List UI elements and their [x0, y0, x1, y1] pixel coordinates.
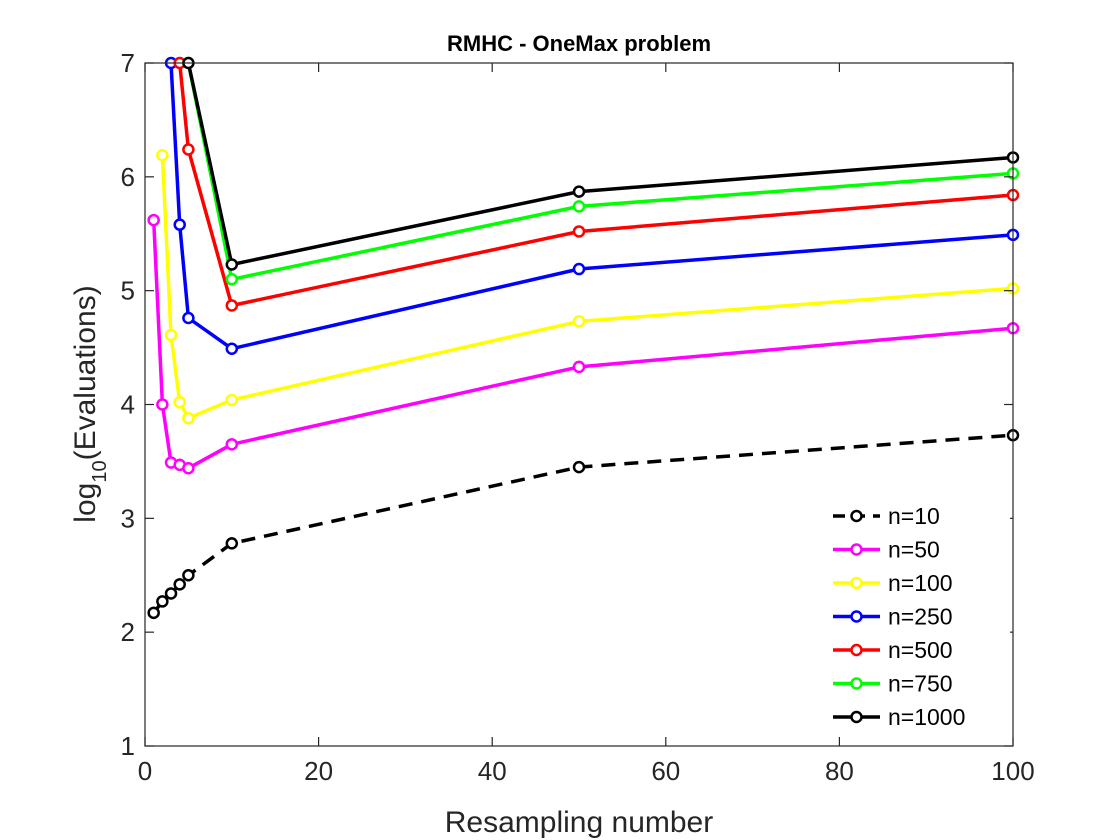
data-point [156, 595, 169, 608]
y-axis-ticks: 1 2 3 4 5 6 7 [121, 48, 1013, 761]
y-axis-label-suffix: (Evaluations) [69, 285, 102, 460]
x-tick-label: 60 [651, 756, 680, 786]
data-point [147, 606, 160, 620]
data-point [572, 185, 586, 198]
legend-marker [850, 543, 863, 556]
y-tick-label: 5 [121, 276, 135, 306]
legend-label: n=10 [888, 503, 940, 529]
x-tick-label: 20 [304, 756, 333, 786]
data-point [156, 398, 169, 411]
data-point [147, 213, 160, 227]
data-point [182, 143, 195, 156]
legend-label: n=500 [888, 637, 953, 663]
data-point [225, 342, 239, 355]
legend-label: n=250 [888, 604, 953, 630]
x-axis-label: Resampling number [445, 806, 713, 839]
data-point [182, 311, 195, 325]
x-tick-label: 0 [138, 756, 152, 786]
data-point [225, 299, 239, 312]
y-tick-label: 1 [121, 731, 135, 761]
data-point [173, 395, 186, 409]
y-axis-label-prefix: log [69, 483, 102, 523]
series-line-n-250 [169, 62, 1014, 351]
legend-marker [850, 710, 863, 724]
y-axis-label-subscript: 10 [89, 460, 111, 482]
legend-items: n=10 n=50 n=100 n=250 n=500 n=750 n=1000 [833, 503, 965, 730]
data-point [182, 569, 195, 582]
legend-label: n=100 [888, 570, 953, 596]
x-tick-label: 100 [991, 756, 1034, 786]
legend-marker [850, 610, 863, 623]
data-point [572, 225, 586, 238]
legend-label: n=50 [888, 537, 940, 563]
y-tick-label: 7 [121, 48, 135, 78]
series-line-n-1000 [186, 62, 1014, 267]
legend-marker [850, 643, 863, 657]
legend-marker [850, 576, 863, 590]
y-axis-label: log10(Evaluations) [69, 285, 111, 522]
legend-marker [850, 509, 863, 523]
legend: n=10 n=50 n=100 n=250 n=500 n=750 n=1000 [825, 497, 1010, 737]
data-point [182, 461, 195, 475]
series-line-n-10 [152, 433, 1014, 614]
legend-label: n=750 [888, 671, 953, 697]
data-point [173, 578, 186, 591]
x-axis-ticks: 0 20 40 60 80 100 [138, 63, 1035, 786]
chart-title: RMHC - OneMax problem [447, 31, 711, 56]
data-point [572, 200, 586, 213]
data-point [572, 262, 586, 276]
data-point [225, 273, 239, 286]
x-tick-label: 40 [478, 756, 507, 786]
data-point [225, 537, 239, 550]
data-point [225, 393, 239, 407]
data-point [164, 587, 178, 600]
series-layer [147, 56, 1020, 620]
data-point [156, 148, 169, 162]
data-point [164, 328, 178, 342]
data-point [572, 460, 586, 474]
data-point [572, 360, 586, 374]
y-tick-label: 2 [121, 617, 135, 647]
y-tick-label: 3 [121, 503, 135, 533]
x-tick-label: 80 [825, 756, 854, 786]
data-point [225, 258, 239, 271]
data-point [572, 315, 586, 328]
data-point [225, 438, 239, 451]
y-tick-label: 6 [121, 162, 135, 192]
y-tick-label: 4 [121, 390, 135, 420]
data-point [182, 411, 195, 425]
legend-label: n=1000 [888, 704, 965, 730]
legend-marker [850, 677, 863, 690]
data-point [173, 218, 186, 231]
